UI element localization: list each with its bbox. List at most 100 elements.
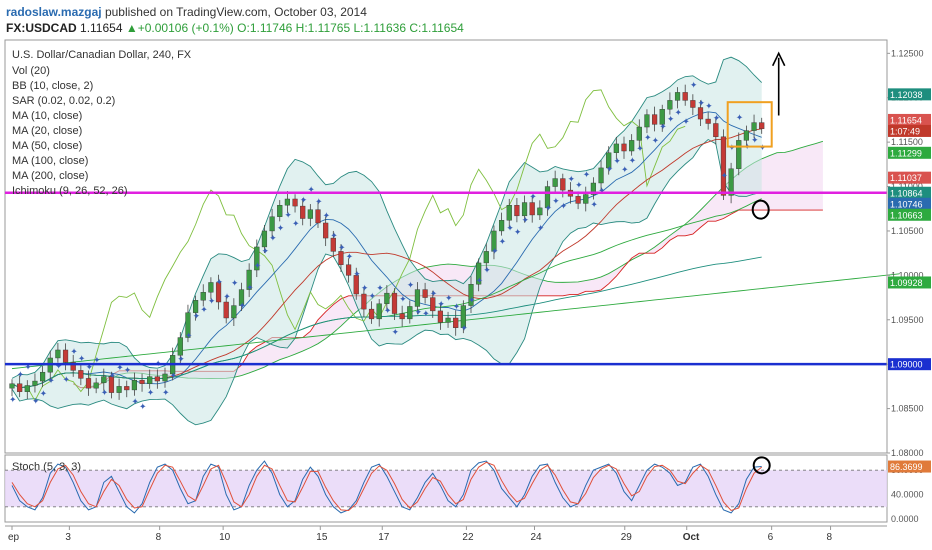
stoch-band [5, 470, 887, 507]
candle-body [323, 222, 329, 239]
sar-dot: ✦ [216, 278, 224, 288]
time-tick-label: ep [8, 532, 20, 543]
sar-dot: ✦ [460, 324, 468, 334]
sar-dot: ✦ [162, 389, 170, 399]
candle-body [24, 385, 30, 392]
candle-body [70, 362, 76, 371]
sar-dot: ✦ [369, 292, 377, 302]
candle-body [529, 202, 535, 216]
candle-body [162, 373, 168, 382]
price-tick-label: 1.08500 [891, 404, 924, 414]
candle-body [9, 383, 15, 389]
candle-body [613, 143, 619, 153]
candle-body [353, 275, 359, 295]
sar-dot: ✦ [407, 281, 415, 291]
main-pane[interactable]: ✦✦✦✦✦✦✦✦✦✦✦✦✦✦✦ ✦✦ ✦✦ ✦✦✦✦✦✦✦✦✦✦✦✦✦✦✦✦✦✦✦✦✦… [5, 51, 900, 426]
candle-body [483, 251, 489, 264]
stoch-label[interactable]: Stoch (5, 3, 3) [12, 461, 81, 473]
support-circle [751, 199, 770, 220]
candle-body [697, 107, 704, 120]
time-tick-label: 8 [156, 532, 162, 543]
candle-body [590, 182, 597, 195]
sar-dot: ✦ [284, 211, 292, 221]
price-badge-label: 1.11299 [890, 148, 922, 158]
candle-body [147, 376, 153, 384]
sar-dot: ✦ [414, 308, 422, 318]
price-change: ▲+0.00106 (+0.1%) [125, 21, 234, 35]
candle-body [575, 196, 581, 204]
candle-body [728, 168, 734, 196]
price-badge-label: 1.09000 [890, 360, 923, 370]
candle-body [131, 379, 138, 391]
sar-dot: ✦ [652, 136, 660, 146]
sar-dot: ✦ [491, 247, 499, 257]
indicator-ma20[interactable]: MA (20, close) [12, 125, 82, 137]
candle-body [139, 379, 145, 384]
author-name[interactable]: radoslaw.mazgaj [6, 5, 102, 19]
candle-body [476, 262, 482, 285]
price-badge [888, 358, 931, 371]
time-axis[interactable]: ep 3 8 10 15 17 22 24 29 Oct 6 8 [5, 525, 887, 543]
price-badge-label: 1.09928 [890, 278, 923, 288]
sar-dot: ✦ [193, 312, 201, 322]
candle-body [40, 371, 46, 382]
sar-dot: ✦ [353, 270, 361, 280]
price-badge [888, 208, 931, 221]
candle-body [659, 109, 665, 125]
indicator-ma50[interactable]: MA (50, close) [12, 140, 82, 152]
candle-body [223, 301, 229, 319]
sar-dot: ✦ [300, 196, 308, 206]
sar-dot: ✦ [131, 397, 139, 407]
sar-dot: ✦ [590, 200, 598, 210]
candle-body [376, 303, 382, 320]
candle-body [93, 382, 99, 389]
indicator-ichimoku[interactable]: Ichimoku (9, 26, 52, 26) [12, 185, 128, 197]
candle-body [116, 386, 122, 393]
candle-body [261, 230, 268, 248]
indicator-bb[interactable]: BB (10, close, 2) [12, 80, 93, 92]
indicator-sar[interactable]: SAR (0.02, 0.02, 0.2) [12, 95, 115, 107]
stoch-tick-label: 40.0000 [891, 490, 924, 500]
candle-body [537, 207, 543, 216]
indicator-ma10[interactable]: MA (10, close) [12, 110, 82, 122]
candle-body [292, 198, 298, 207]
candle-body [652, 114, 658, 125]
sar-dot: ✦ [713, 114, 721, 124]
price-badge [888, 113, 931, 126]
stoch-d-line [11, 461, 763, 512]
candle-body [705, 118, 711, 124]
indicator-ma100[interactable]: MA (100, close) [12, 155, 88, 167]
bollinger-lower [11, 138, 762, 426]
candle-body [751, 122, 757, 131]
candle-body [606, 152, 612, 169]
candle-body [453, 317, 459, 328]
sar-dot: ✦ [177, 355, 185, 365]
sar-dot: ✦ [261, 247, 269, 257]
time-tick-label: 24 [530, 532, 542, 543]
candle-body [346, 264, 352, 276]
indicator-ma200[interactable]: MA (200, close) [12, 170, 88, 182]
candle-body [200, 292, 206, 301]
sar-dot: ✦ [139, 402, 147, 412]
candle-body [690, 100, 696, 108]
sar-dot: ✦ [728, 143, 736, 153]
candle-body [713, 123, 719, 138]
candle-body [736, 140, 742, 169]
up-arrow-head [771, 51, 786, 67]
candle-body [62, 349, 69, 363]
candle-body [437, 310, 444, 323]
sar-dot: ✦ [759, 143, 767, 153]
candle-body [621, 143, 627, 152]
price-badge [888, 146, 931, 159]
price-axis[interactable]: 1.125001.120001.115001.110001.105001.100… [886, 40, 931, 458]
candle-body [215, 282, 222, 303]
sar-dot: ✦ [208, 297, 216, 307]
time-tick-label: 29 [621, 532, 633, 543]
indicator-vol[interactable]: Vol (20) [12, 65, 50, 77]
candle-body [238, 289, 245, 306]
candle-body [720, 136, 727, 196]
ma-100-line [11, 256, 762, 389]
candle-body [583, 194, 589, 204]
